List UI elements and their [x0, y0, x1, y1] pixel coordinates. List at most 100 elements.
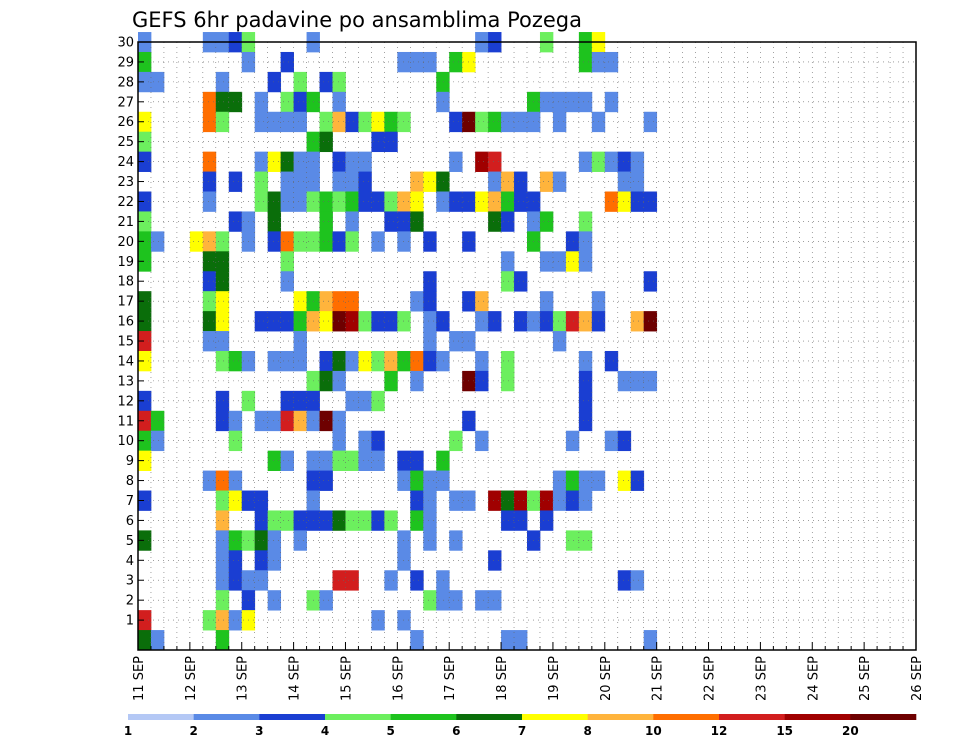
heatmap-cell — [617, 151, 632, 172]
heatmap-cell — [384, 510, 398, 531]
heatmap-cell — [267, 590, 282, 611]
heatmap-cell — [436, 450, 450, 471]
heatmap-cell — [501, 370, 515, 392]
heatmap-cell — [345, 570, 359, 591]
heatmap-cell — [423, 171, 437, 192]
colorbar-swatch — [128, 714, 194, 720]
heatmap-cell — [358, 510, 372, 531]
heatmap-cell — [293, 331, 307, 352]
colorbar-swatch — [653, 714, 720, 720]
heatmap-cell — [539, 91, 554, 113]
y-tick-label: 29 — [117, 55, 134, 70]
heatmap-cell — [578, 51, 593, 73]
heatmap-cell — [514, 630, 528, 651]
heatmap-cell — [475, 111, 489, 133]
y-tick-label: 20 — [117, 235, 134, 250]
heatmap-cell — [228, 550, 243, 571]
colorbar-label: 3 — [255, 724, 263, 738]
heatmap-cell — [578, 370, 593, 392]
heatmap-cell — [565, 231, 580, 252]
heatmap-cell — [539, 510, 554, 531]
heatmap-cell — [293, 291, 307, 312]
y-tick-label: 17 — [117, 295, 134, 310]
heatmap-cell — [267, 350, 282, 372]
heatmap-cell — [215, 550, 230, 571]
heatmap-cell — [552, 171, 567, 192]
heatmap-cell — [501, 191, 515, 212]
heatmap-cell — [358, 311, 372, 332]
heatmap-cell — [643, 370, 658, 392]
heatmap-cell — [332, 71, 346, 93]
colorbar-label: 7 — [518, 724, 526, 738]
heatmap-cell — [138, 311, 152, 332]
heatmap-cell — [215, 630, 230, 651]
heatmap-cell — [565, 251, 580, 272]
heatmap-cell — [552, 470, 567, 491]
heatmap-cell — [228, 490, 243, 511]
heatmap-cell — [332, 370, 346, 392]
heatmap-cell — [423, 291, 437, 312]
heatmap-cell — [410, 350, 424, 372]
heatmap-cell — [617, 470, 632, 491]
heatmap-cell — [345, 191, 359, 212]
heatmap-cell — [280, 390, 294, 412]
heatmap-cell — [293, 350, 307, 372]
heatmap-cell — [643, 630, 658, 651]
heatmap-cell — [138, 530, 152, 551]
heatmap-cell — [565, 430, 580, 452]
heatmap-cell — [410, 470, 424, 491]
y-tick-label: 23 — [117, 175, 134, 190]
y-tick-label: 1 — [126, 614, 134, 629]
heatmap-cell — [202, 470, 217, 491]
heatmap-cell — [280, 191, 294, 212]
heatmap-cell — [254, 151, 269, 172]
y-tick-label: 19 — [117, 255, 134, 270]
heatmap-cell — [319, 370, 333, 392]
heatmap-cell — [293, 410, 307, 432]
y-tick-label: 9 — [126, 454, 134, 469]
colorbar-swatch — [325, 714, 391, 720]
heatmap-cell — [280, 91, 294, 113]
x-tick-label: 26 SEP — [910, 656, 925, 701]
heatmap-cell — [617, 570, 632, 591]
heatmap-cell — [280, 510, 294, 531]
heatmap-cell — [449, 191, 463, 212]
heatmap-cell — [539, 211, 554, 232]
heatmap-cell — [138, 350, 152, 372]
x-tick-label: 12 SEP — [184, 656, 199, 701]
heatmap-cell — [643, 311, 658, 332]
heatmap-cell — [138, 410, 152, 432]
heatmap-cell — [423, 530, 437, 551]
y-tick-label: 8 — [126, 474, 134, 489]
heatmap-cell — [254, 191, 269, 212]
heatmap-cell — [345, 211, 359, 232]
heatmap-cell — [423, 231, 437, 252]
heatmap-cell — [410, 450, 424, 471]
heatmap-cell — [384, 191, 398, 212]
heatmap-cell — [332, 171, 346, 192]
heatmap-cell — [397, 530, 411, 551]
heatmap-cell — [410, 370, 424, 392]
heatmap-cell — [280, 251, 294, 272]
y-tick-label: 26 — [117, 115, 134, 130]
heatmap-cell — [202, 311, 217, 332]
heatmap-cell — [449, 111, 463, 133]
heatmap-cell — [254, 410, 269, 432]
heatmap-cell — [617, 191, 632, 212]
heatmap-cell — [215, 291, 230, 312]
x-tick-label: 16 SEP — [391, 656, 406, 701]
heatmap-cell — [436, 91, 450, 113]
heatmap-cell — [267, 71, 282, 93]
heatmap-cell — [436, 311, 450, 332]
heatmap-cell — [215, 251, 230, 272]
heatmap-cell — [436, 171, 450, 192]
colorbar-label: 10 — [645, 724, 662, 738]
y-tick-label: 22 — [117, 195, 134, 210]
heatmap-cell — [215, 590, 230, 611]
heatmap-cell — [215, 91, 230, 113]
y-tick-label: 7 — [126, 494, 134, 509]
heatmap-cell — [345, 390, 359, 412]
heatmap-cell — [202, 610, 217, 631]
heatmap-cell — [423, 51, 437, 73]
colorbar-label: 6 — [452, 724, 460, 738]
